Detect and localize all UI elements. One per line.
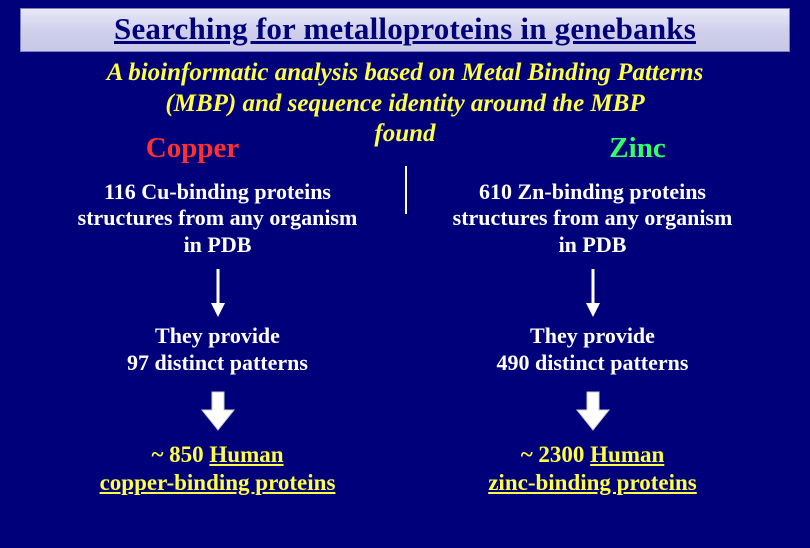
down-arrow-icon: [208, 267, 228, 317]
zinc-pdb-block: 610 Zn-binding proteins structures from …: [453, 179, 733, 259]
zinc-pdb-line2: structures from any organism: [453, 205, 733, 230]
zinc-patterns-line2: 490 distinct patterns: [497, 350, 689, 375]
subtitle-line-2: (MBP) and sequence identity around the M…: [165, 90, 644, 117]
copper-column: Copper 116 Cu-binding proteins structure…: [30, 128, 405, 497]
zinc-patterns-block: They provide 490 distinct patterns: [497, 323, 689, 377]
page-title: Searching for metalloproteins in geneban…: [114, 11, 696, 46]
zinc-result-label1: Human: [590, 442, 664, 467]
copper-pdb-line2: structures from any organism: [78, 205, 358, 230]
zinc-column: Zinc 610 Zn-binding proteins structures …: [405, 128, 780, 497]
zinc-patterns-line1: They provide: [530, 323, 655, 348]
zinc-pdb-line1: 610 Zn-binding proteins: [479, 179, 706, 204]
copper-result-label1: Human: [209, 442, 283, 467]
copper-result-count: ~ 850: [151, 442, 209, 467]
wide-down-arrow-icon: [575, 388, 611, 432]
zinc-arrow-2: [575, 383, 611, 437]
title-bar: Searching for metalloproteins in geneban…: [20, 8, 790, 52]
copper-arrow-2: [200, 383, 236, 437]
copper-patterns-line1: They provide: [155, 323, 280, 348]
copper-result-label2: copper-binding proteins: [100, 470, 336, 495]
zinc-result-count: ~ 2300: [521, 442, 590, 467]
copper-pdb-block: 116 Cu-binding proteins structures from …: [78, 179, 358, 259]
zinc-pdb-line3: in PDB: [559, 232, 627, 257]
copper-result: ~ 850 Human copper-binding proteins: [100, 441, 336, 497]
copper-patterns-line2: 97 distinct patterns: [127, 350, 308, 375]
zinc-result: ~ 2300 Human zinc-binding proteins: [488, 441, 697, 497]
columns: Copper 116 Cu-binding proteins structure…: [0, 128, 810, 497]
wide-down-arrow-icon: [200, 388, 236, 432]
zinc-arrow-1: [583, 265, 603, 319]
copper-pdb-line3: in PDB: [184, 232, 252, 257]
copper-heading: Copper: [146, 132, 239, 165]
zinc-heading: Zinc: [609, 132, 665, 165]
copper-arrow-1: [208, 265, 228, 319]
copper-pdb-line1: 116 Cu-binding proteins: [104, 179, 331, 204]
down-arrow-icon: [583, 267, 603, 317]
zinc-result-label2: zinc-binding proteins: [488, 470, 697, 495]
copper-patterns-block: They provide 97 distinct patterns: [127, 323, 308, 377]
subtitle-line-1: A bioinformatic analysis based on Metal …: [107, 59, 704, 86]
